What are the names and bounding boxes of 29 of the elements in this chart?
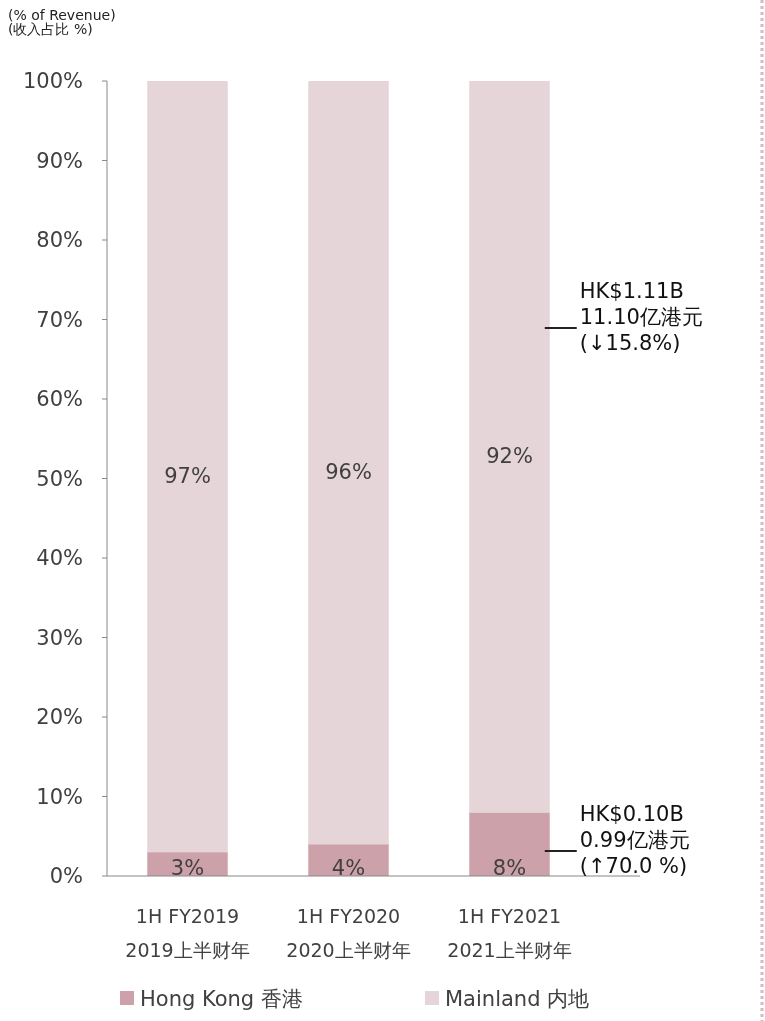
data-label: 4% (331, 856, 366, 880)
bar (147, 81, 228, 853)
bar (469, 812, 550, 876)
y-tick-label: 80% (36, 228, 83, 252)
y-tick-label: 0% (49, 864, 83, 888)
bar (308, 81, 389, 845)
annotation: HK$0.10B 0.99亿港元 (↑70.0 %) (579, 802, 690, 878)
data-label: 96% (325, 459, 372, 484)
x-tick-label: 1H FY2020 2020上半财年 (286, 905, 411, 961)
bar (469, 81, 550, 813)
legend-label: Hong Kong 香港 (140, 987, 303, 1011)
y-tick-label: 60% (36, 387, 83, 411)
x-tick-label: 1H FY2021 2021上半财年 (447, 905, 572, 961)
annotation: HK$1.11B 11.10亿港元 (↓15.8%) (579, 279, 703, 355)
legend-label: Mainland 内地 (445, 987, 590, 1011)
y-tick-label: 70% (36, 307, 83, 332)
y-tick-label: 20% (36, 705, 83, 729)
data-label: 3% (170, 856, 205, 880)
data-label: 97% (164, 463, 211, 488)
y-tick-label: 40% (36, 546, 83, 570)
y-tick-label: 100% (22, 69, 83, 93)
y-tick-label: 10% (36, 784, 83, 809)
y-tick-label: 90% (36, 148, 83, 173)
x-tick-label: 1H FY2019 2019上半财年 (125, 905, 250, 961)
y-axis-title: (% of Revenue) (收入占比 %) (8, 7, 116, 37)
data-label: 92% (486, 443, 533, 468)
y-tick-label: 30% (36, 625, 83, 650)
data-label: 8% (492, 856, 527, 880)
y-tick-label: 50% (36, 466, 83, 491)
